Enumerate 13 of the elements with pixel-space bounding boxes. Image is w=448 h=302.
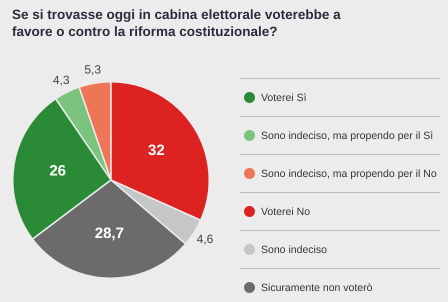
data-label: 28,7 — [94, 225, 124, 242]
chart-title: Se si trovasse oggi in cabina elettorale voterebbe a favore o contro la riforma costituzionale? — [12, 6, 342, 40]
data-label: 4,3 — [52, 72, 70, 87]
legend-label: Sono indeciso, ma propendo per il No — [261, 168, 437, 180]
data-label: 5,3 — [84, 62, 102, 77]
data-label: 26 — [49, 162, 66, 180]
legend-label: Voterei Sì — [261, 92, 307, 104]
legend-label: Sono indeciso, ma propendo per il Sì — [261, 130, 434, 142]
data-label: 4,6 — [196, 232, 214, 246]
legend-label: Voterei No — [261, 206, 310, 218]
data-label: 32 — [148, 142, 165, 159]
legend-label: Sono indeciso — [261, 244, 327, 256]
legend-label: Sicuramente non voterò — [261, 282, 372, 294]
